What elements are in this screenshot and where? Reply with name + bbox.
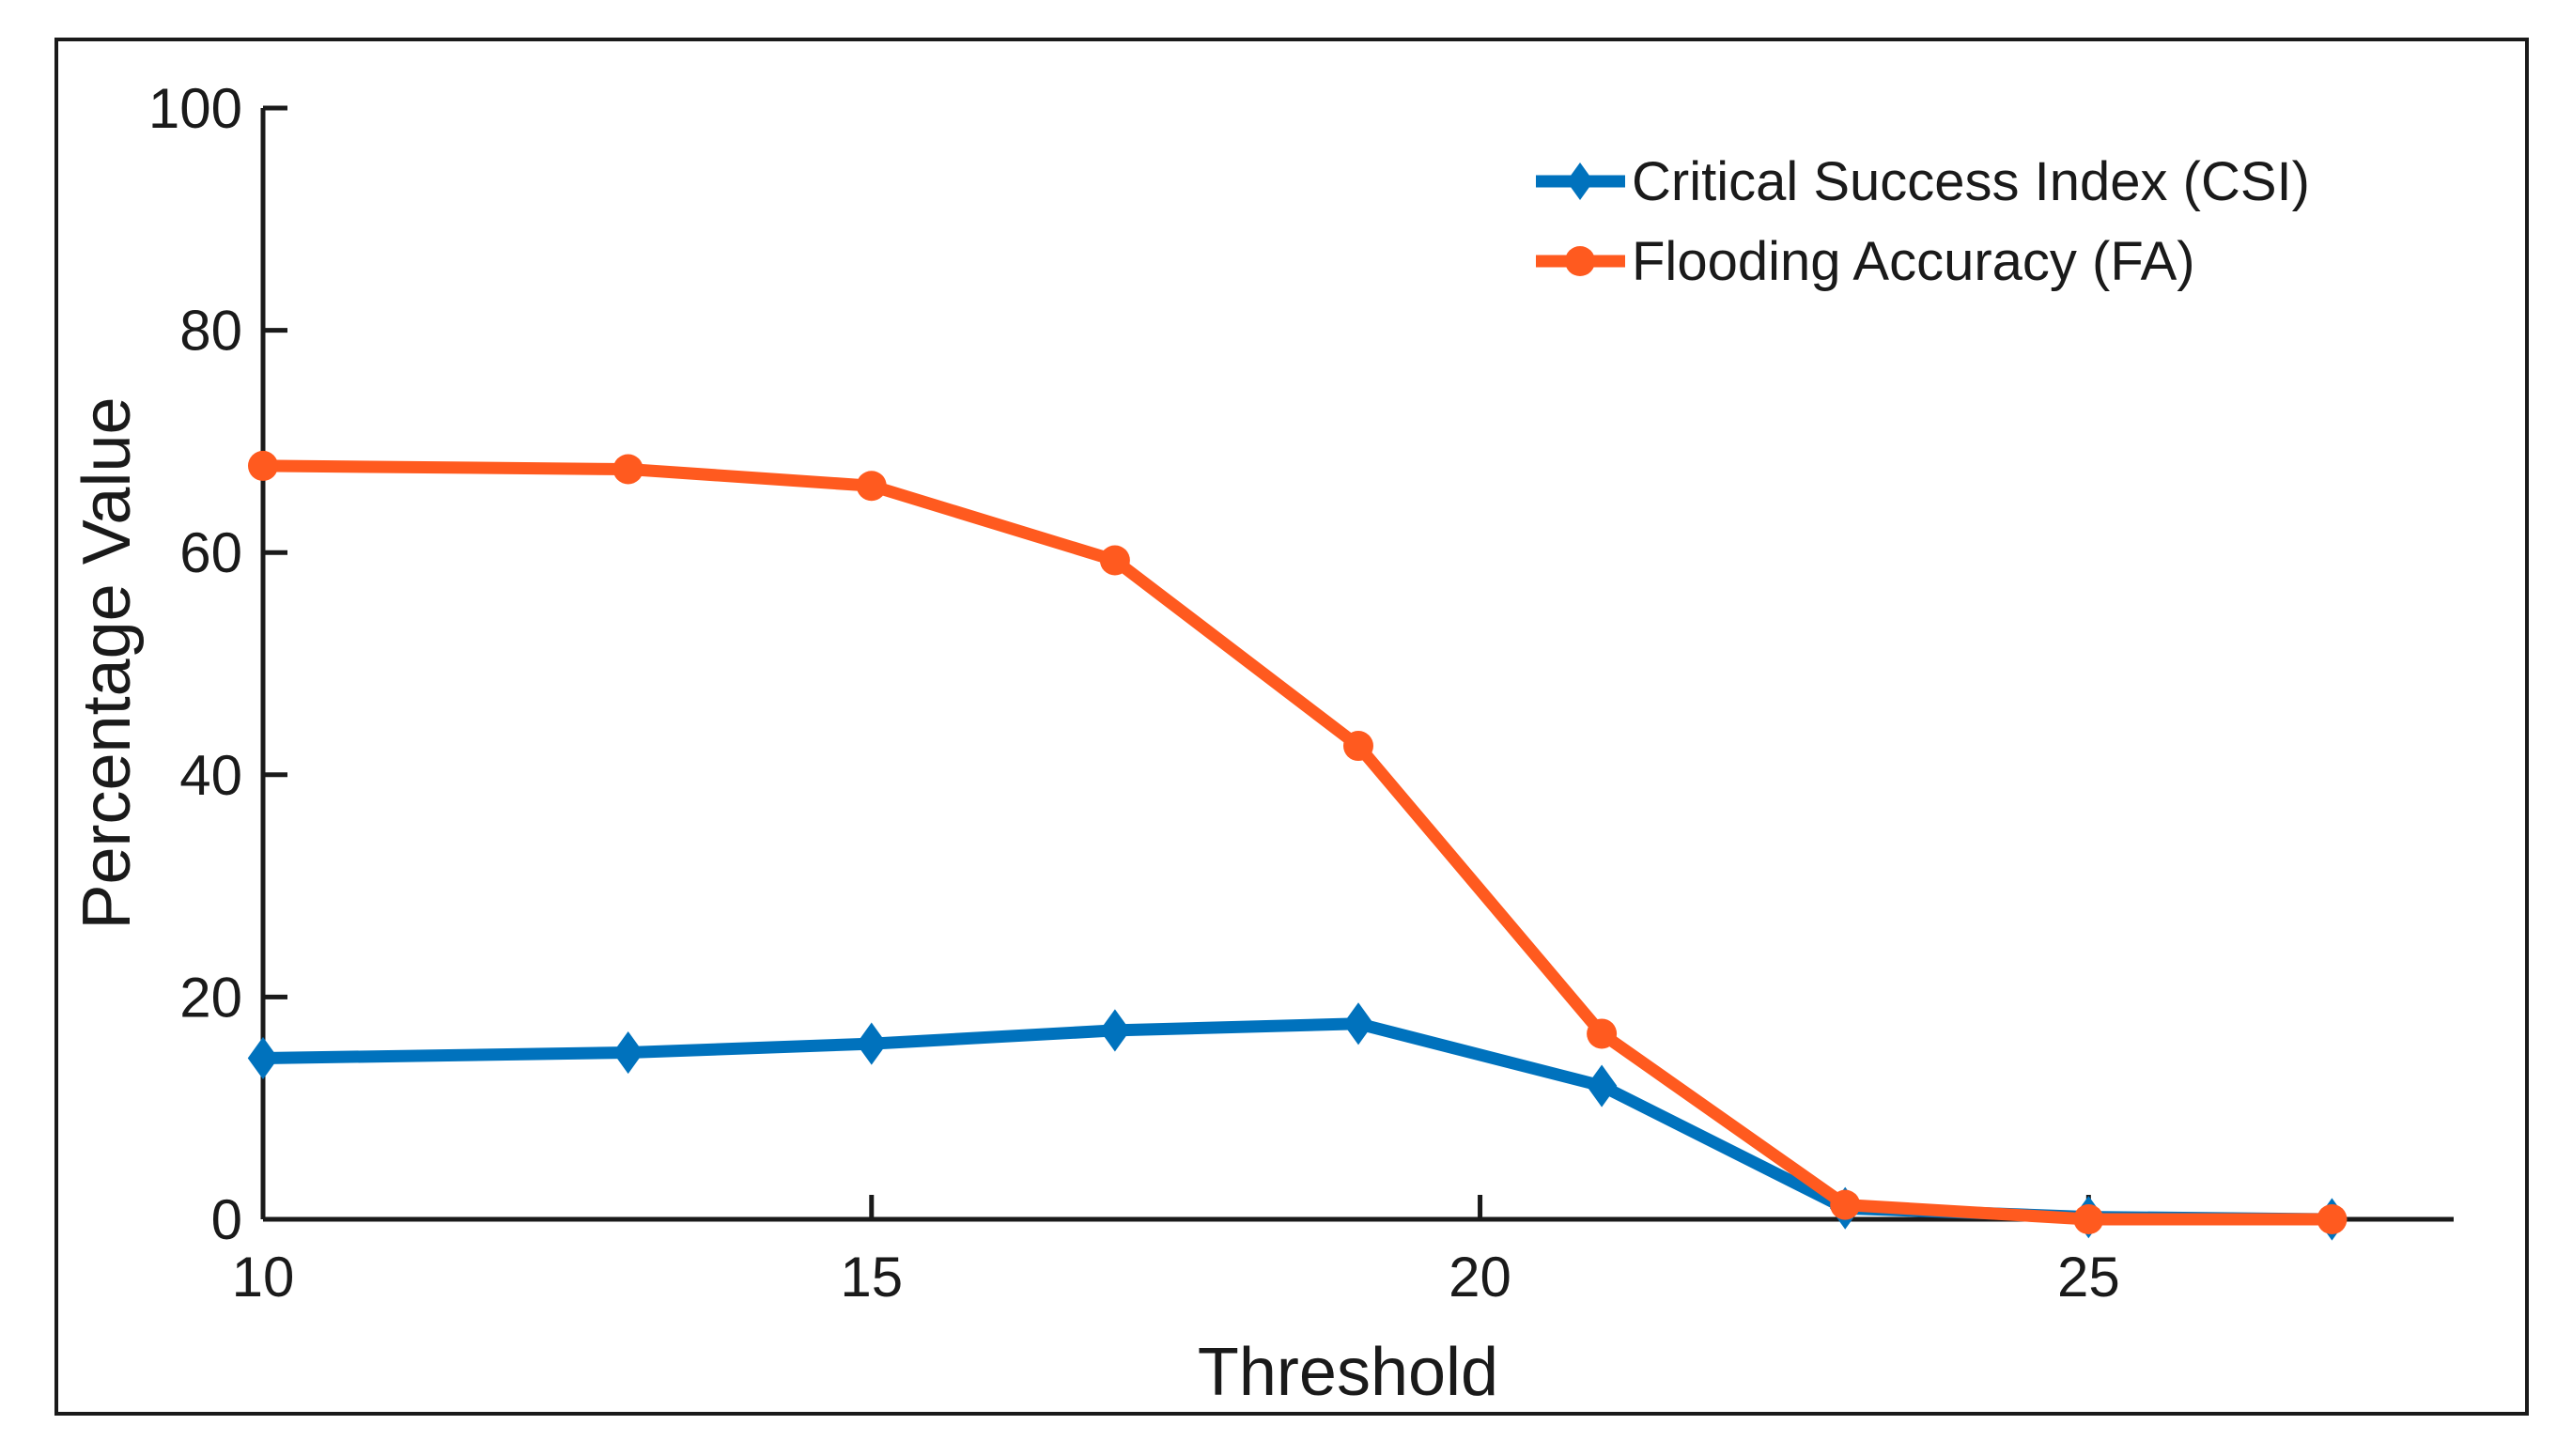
data-point [1342,1002,1374,1046]
series-layer [247,450,2348,1241]
x-tick-label: 25 [2057,1246,2120,1309]
series-2 [248,450,2348,1234]
data-point [856,1022,888,1065]
x-axis-title: Threshold [1198,1335,1498,1410]
data-point [1343,731,1373,762]
data-point [2317,1204,2348,1234]
x-tick-label: 20 [1449,1246,1511,1309]
data-point [1830,1189,1861,1220]
y-tick-label: 60 [179,521,242,584]
data-point [1099,1009,1131,1052]
legend-marker [1566,163,1594,200]
y-tick-label: 20 [179,966,242,1029]
x-tick-label: 10 [232,1246,295,1309]
data-point [856,471,887,502]
data-point [2073,1204,2104,1234]
data-point [1587,1018,1618,1049]
legend: Critical Success Index (CSI) Flooding Acc… [1536,151,2310,292]
y-tick-label: 0 [211,1188,242,1251]
data-point [612,454,643,485]
data-point [1586,1064,1618,1107]
legend-item: Critical Success Index (CSI) [1536,151,2310,212]
y-tick-label: 40 [179,744,242,807]
data-point [612,1030,643,1075]
legend-label: Flooding Accuracy (FA) [1632,231,2195,292]
y-axis-title: Percentage Value [70,396,145,929]
x-tick-label: 15 [840,1246,903,1309]
legend-marker [1565,246,1595,276]
y-tick-label: 100 [148,77,242,140]
data-point [247,1036,279,1080]
legend-label: Critical Success Index (CSI) [1632,151,2310,212]
legend-item: Flooding Accuracy (FA) [1536,231,2195,292]
data-point [248,450,278,481]
figure-border [54,38,2529,1416]
data-point [1099,545,1130,576]
y-tick-label: 80 [179,300,242,363]
